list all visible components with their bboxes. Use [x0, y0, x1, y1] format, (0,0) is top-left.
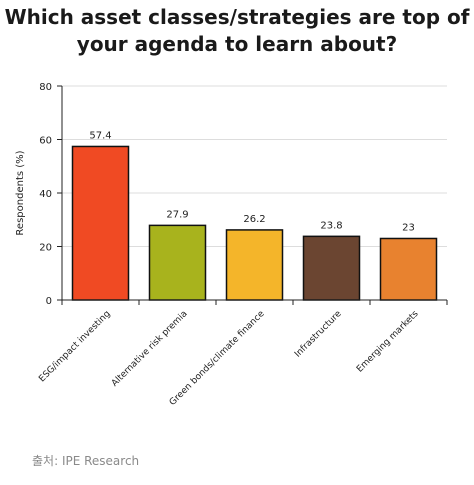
bar — [148, 224, 207, 301]
data-label: 23 — [402, 222, 415, 233]
y-tick-label: 80 — [39, 82, 52, 93]
x-tick-label: ESG/impact investing — [37, 309, 112, 384]
chart-title: Which asset classes/strategies are top o… — [4, 5, 470, 56]
bars: 57.4 27.9 26.2 23.8 23 — [71, 130, 438, 301]
source-note: 출처: IPE Research — [32, 454, 140, 468]
bar — [379, 237, 438, 301]
y-tick-label: 40 — [39, 189, 52, 200]
bar — [302, 235, 361, 301]
y-tick-label: 0 — [46, 296, 52, 307]
data-label: 57.4 — [89, 130, 111, 141]
x-tick-label: Emerging markets — [355, 309, 421, 375]
y-tick-label: 20 — [39, 243, 52, 254]
y-tick-label: 60 — [39, 136, 52, 147]
bar — [225, 229, 284, 301]
data-label: 26.2 — [243, 214, 265, 225]
data-label: 27.9 — [166, 209, 188, 220]
data-label: 23.8 — [320, 220, 342, 231]
x-tick-label: Alternative risk premia — [110, 309, 190, 389]
y-axis: 0 20 40 60 80 — [39, 82, 63, 307]
x-tick-label: Green bonds/climate finance — [168, 309, 267, 408]
x-tick-label: Infrastructure — [293, 309, 344, 360]
y-axis-label: Respondents (%) — [15, 150, 26, 235]
bar — [71, 145, 130, 301]
